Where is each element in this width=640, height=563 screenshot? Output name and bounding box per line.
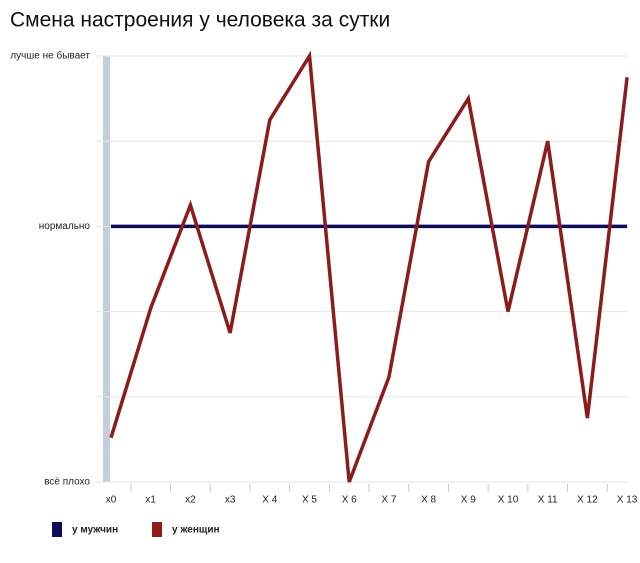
x-tick-label: X 7 xyxy=(381,495,396,506)
y-tick-label: нормально xyxy=(39,221,91,232)
legend-swatch xyxy=(152,522,162,537)
y-tick-label: всё плохо xyxy=(44,477,90,488)
x-tick-label: X 10 xyxy=(498,495,519,506)
series-line xyxy=(109,50,629,483)
x-tick-label: x3 xyxy=(225,495,236,506)
x-tick-label: X 4 xyxy=(262,495,277,506)
x-tick-label: X 12 xyxy=(577,495,598,506)
legend-label: у мужчин xyxy=(72,525,118,536)
x-tick-label: X 11 xyxy=(538,495,558,506)
x-tick-label: X 9 xyxy=(461,495,476,506)
chart-title: Смена настроения у человека за сутки xyxy=(10,9,390,32)
x-tick-label: X 8 xyxy=(421,495,436,506)
x-tick-label: x2 xyxy=(185,495,196,506)
axis-bar xyxy=(103,56,110,482)
x-tick-label: X 13 xyxy=(617,495,638,506)
x-tick-label: X 5 xyxy=(302,495,317,506)
x-tick-label: X 6 xyxy=(342,495,357,506)
y-tick-label: лучше не бывает xyxy=(10,50,90,62)
x-tick-label: x1 xyxy=(145,495,156,506)
x-tick-label: x0 xyxy=(106,495,117,506)
legend-swatch xyxy=(52,522,62,537)
legend-label: у женщин xyxy=(172,525,220,536)
